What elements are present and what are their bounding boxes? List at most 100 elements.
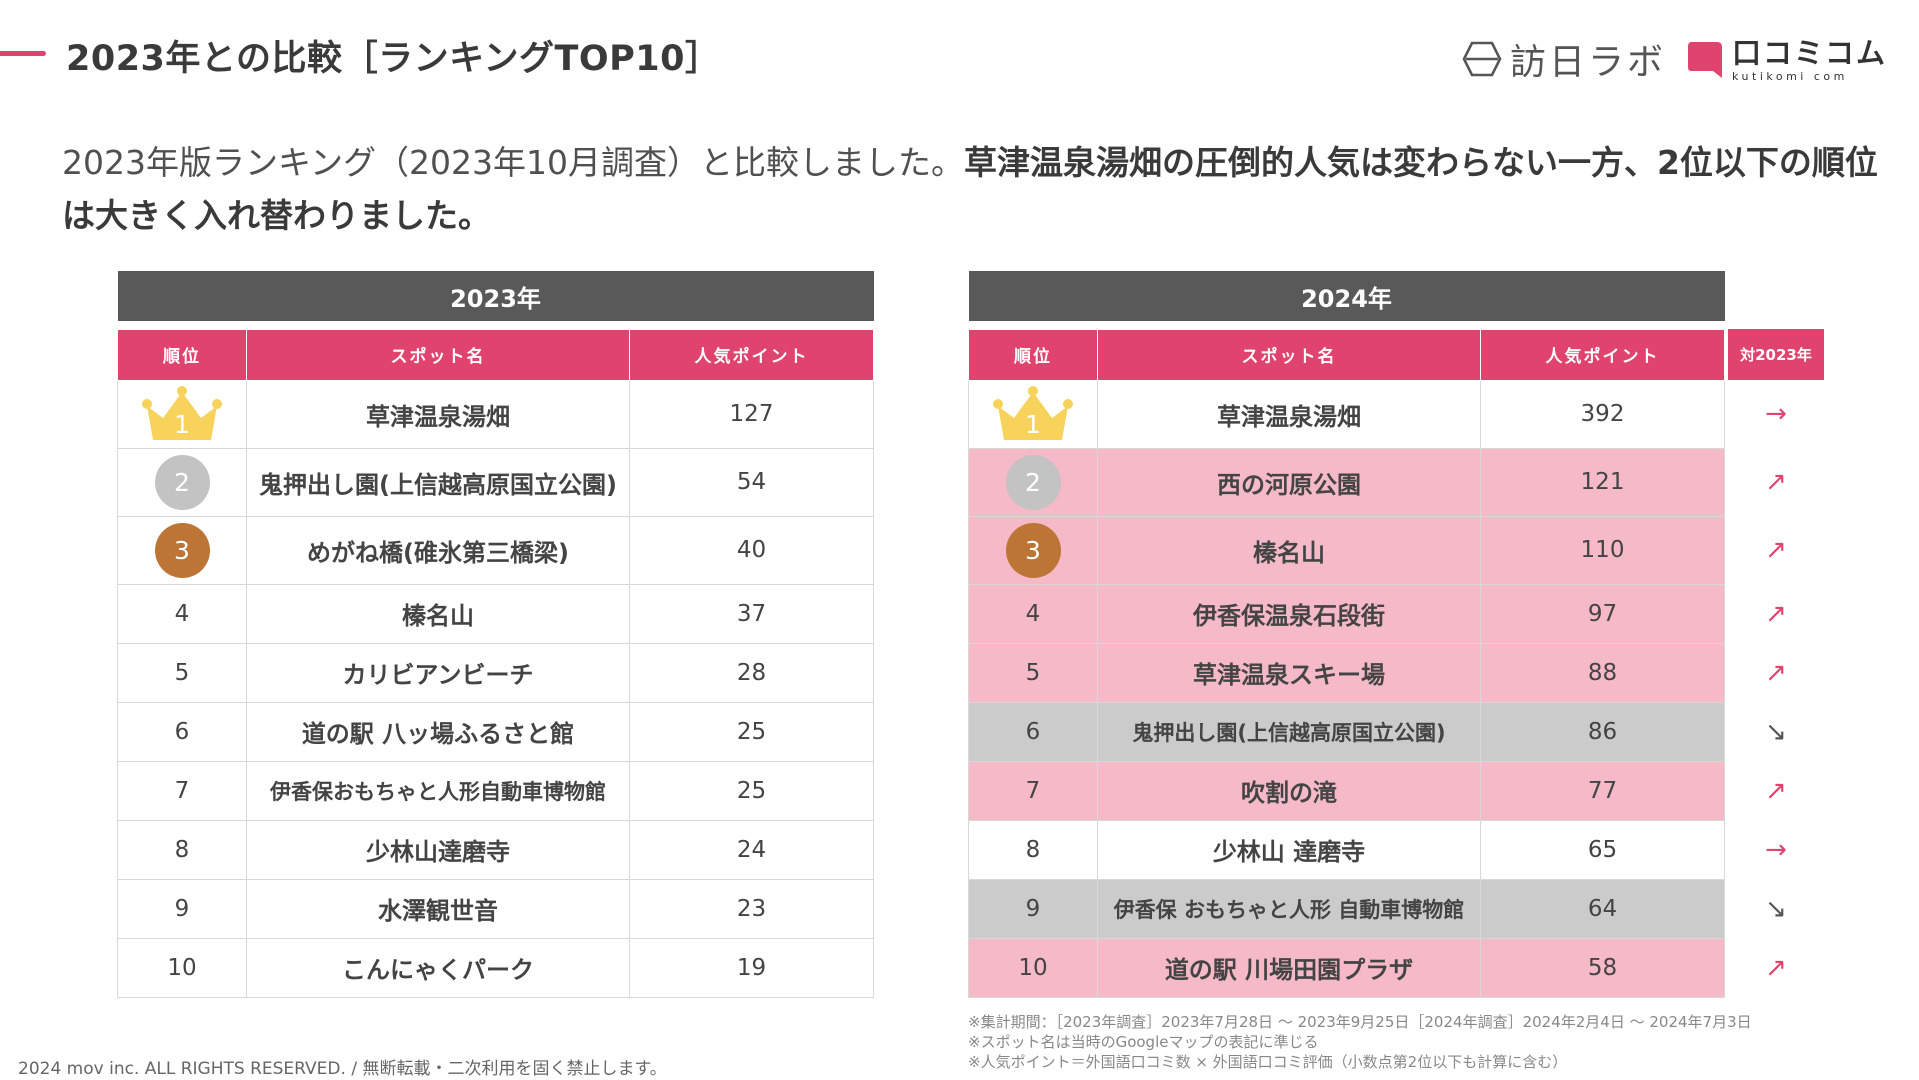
points-cell: 392: [1480, 379, 1725, 449]
rank-cell: 7: [117, 760, 247, 821]
table-row: 5 草津温泉スキー場 88: [968, 642, 1725, 703]
spot-name-cell: 伊香保 おもちゃと人形 自動車博物館: [1097, 878, 1481, 939]
bronze-medal-icon: 3: [154, 522, 210, 578]
spot-name-cell: 鬼押出し園(上信越高原国立公園): [246, 447, 630, 517]
lead-normal: 2023年版ランキング（2023年10月調査）と比較しました。: [62, 143, 964, 182]
points-cell: 37: [629, 583, 874, 644]
spot-name-cell: こんにゃくパーク: [246, 937, 630, 998]
spot-name-cell: 道の駅 川場田園プラザ: [1097, 937, 1481, 998]
points-cell: 64: [1480, 878, 1725, 939]
points-cell: 127: [629, 379, 874, 449]
houjin-labo-logo: 訪日ラボ: [1462, 36, 1667, 83]
rank-number: 10: [1018, 954, 1048, 981]
rank-cell: 10: [117, 937, 247, 998]
arrow-down-right-icon: ↘: [1765, 893, 1787, 924]
copyright-footer: 2024 mov inc. ALL RIGHTS RESERVED. / 無断転…: [18, 1059, 667, 1079]
points-cell: 88: [1480, 642, 1725, 703]
title-accent-bar: [0, 51, 46, 56]
arrow-up-right-icon: ↗: [1765, 775, 1787, 806]
spot-name-cell: 草津温泉湯畑: [1097, 379, 1481, 449]
points-cell: 23: [629, 878, 874, 939]
rank-number: 4: [174, 600, 190, 627]
arrow-up-right-icon: ↗: [1765, 952, 1787, 983]
rank-number: 10: [167, 954, 197, 981]
rank-cell: 9: [117, 878, 247, 939]
points-column-header: 人気ポイント: [629, 328, 874, 381]
table-row: 8 少林山達磨寺 24: [117, 819, 874, 880]
rank-number: 1: [174, 410, 190, 439]
table-row: 8 少林山 達磨寺 65: [968, 819, 1725, 880]
points-cell: 110: [1480, 515, 1725, 585]
spot-name-cell: 伊香保おもちゃと人形自動車博物館: [246, 760, 630, 821]
spot-name-cell: めがね橋(碓氷第三橋梁): [246, 515, 630, 585]
ranking-table-2024: 2024年 順位 スポット名 人気ポイント 1 草津温泉湯畑 392 2 西の河原公園 1…: [968, 271, 1725, 998]
rank-cell: 3: [117, 515, 247, 585]
table-row: 10 こんにゃくパーク 19: [117, 937, 874, 998]
rank-number: 6: [1025, 718, 1041, 745]
rank-cell: 8: [117, 819, 247, 880]
table-row: 4 伊香保温泉石段街 97: [968, 583, 1725, 644]
rank-number: 9: [174, 895, 190, 922]
points-cell: 40: [629, 515, 874, 585]
spot-name-cell: 榛名山: [246, 583, 630, 644]
spot-name-cell: カリビアンビーチ: [246, 642, 630, 703]
points-cell: 77: [1480, 760, 1725, 821]
note-line: ※集計期間：［2023年調査］2023年7月28日 〜 2023年9月25日［2…: [968, 1013, 1752, 1031]
spot-name-column-header: スポット名: [1097, 328, 1481, 381]
rank-number: 8: [174, 836, 190, 863]
bronze-medal-icon: 3: [1005, 522, 1061, 578]
spot-name-cell: 草津温泉湯畑: [246, 379, 630, 449]
rank-cell: 4: [117, 583, 247, 644]
note-line: ※人気ポイント＝外国語口コミ数 × 外国語口コミ評価（小数点第2位以下も計算に含…: [968, 1053, 1568, 1071]
points-cell: 86: [1480, 701, 1725, 762]
rank-cell: 7: [968, 760, 1098, 821]
spot-name-cell: 榛名山: [1097, 515, 1481, 585]
points-cell: 65: [1480, 819, 1725, 880]
rank-number: 7: [174, 777, 190, 804]
table-year-header: 2023年: [117, 271, 874, 321]
table-year-header: 2024年: [968, 271, 1725, 321]
spot-name-cell: 西の河原公園: [1097, 447, 1481, 517]
hexagon-icon: [1462, 41, 1502, 77]
rank-number: 5: [1025, 659, 1041, 686]
arrow-up-right-icon: ↗: [1765, 535, 1787, 565]
note-line: ※スポット名は当時のGoogleマップの表記に準じる: [968, 1033, 1319, 1051]
table-row: 9 伊香保 おもちゃと人形 自動車博物館 64: [968, 878, 1725, 939]
logo-text: 口コミコム: [1732, 35, 1888, 70]
spot-name-cell: 少林山 達磨寺: [1097, 819, 1481, 880]
points-cell: 24: [629, 819, 874, 880]
rank-cell: 9: [968, 878, 1098, 939]
trend-column-header: 対2023年: [1728, 329, 1824, 380]
rank-cell: 2: [968, 447, 1098, 517]
table-row: 1 草津温泉湯畑 127: [117, 379, 874, 449]
table-row: 10 道の駅 川場田園プラザ 58: [968, 937, 1725, 998]
spot-name-cell: 少林山達磨寺: [246, 819, 630, 880]
logo-text: 訪日ラボ: [1510, 42, 1667, 83]
rank-cell: 10: [968, 937, 1098, 998]
notes: ※集計期間：［2023年調査］2023年7月28日 〜 2023年9月25日［2…: [968, 1012, 1752, 1072]
table-row: 3 めがね橋(碓氷第三橋梁) 40: [117, 515, 874, 585]
rank-cell: 1: [117, 379, 247, 449]
spot-name-cell: 鬼押出し園(上信越高原国立公園): [1097, 701, 1481, 762]
kutikomi-com-logo: 口コミコム kutikomi com: [1686, 38, 1887, 82]
rank-cell: 3: [968, 515, 1098, 585]
table-row: 2 鬼押出し園(上信越高原国立公園) 54: [117, 447, 874, 517]
points-cell: 121: [1480, 447, 1725, 517]
rank-number: 1: [1025, 410, 1041, 439]
rank-number: 7: [1025, 777, 1041, 804]
rank-number: 8: [1025, 836, 1041, 863]
rank-cell: 5: [117, 642, 247, 703]
points-cell: 25: [629, 760, 874, 821]
arrow-up-right-icon: ↗: [1765, 467, 1787, 497]
trend-column: 対2023年 → ↗ ↗ ↗ ↗ ↘ ↗ → ↘ ↗: [1728, 329, 1824, 997]
rank-number: 4: [1025, 600, 1041, 627]
table-row: 4 榛名山 37: [117, 583, 874, 644]
rank-cell: 6: [117, 701, 247, 762]
points-cell: 54: [629, 447, 874, 517]
points-cell: 25: [629, 701, 874, 762]
silver-medal-icon: 2: [1005, 454, 1061, 510]
table-row: 6 道の駅 八ッ場ふるさと館 25: [117, 701, 874, 762]
spot-name-cell: 水澤観世音: [246, 878, 630, 939]
rank-cell: 5: [968, 642, 1098, 703]
rank-cell: 6: [968, 701, 1098, 762]
